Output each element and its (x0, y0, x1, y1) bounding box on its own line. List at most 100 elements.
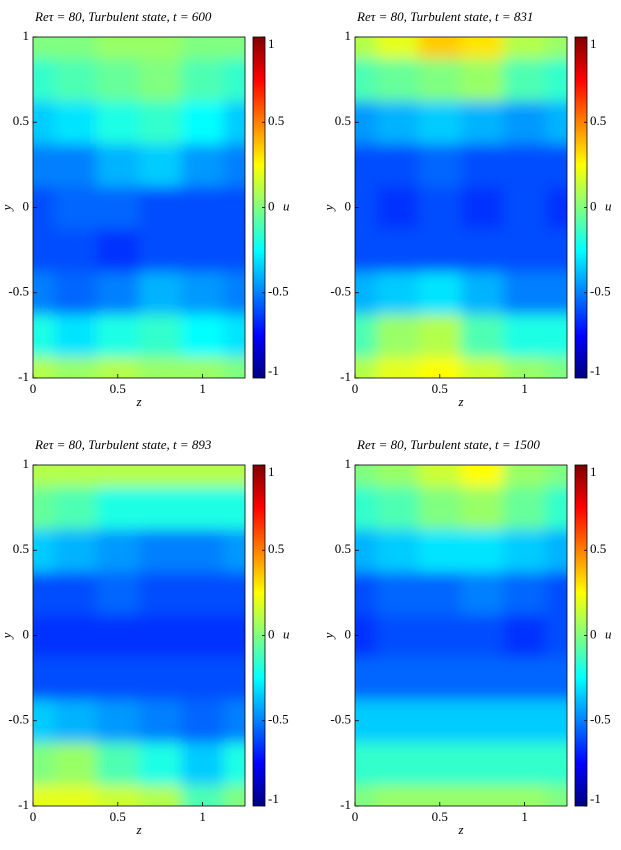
contour-cell (545, 656, 567, 700)
contour-cell (418, 228, 462, 272)
contour-cell (33, 37, 55, 59)
contour-cells (355, 465, 567, 806)
contour-cell (33, 186, 55, 230)
contour-cell (503, 571, 547, 615)
contour-cell (33, 314, 55, 358)
contour-cell (418, 186, 462, 230)
contour-cell (461, 528, 504, 573)
contour-cell (355, 356, 377, 378)
contour-cell (139, 528, 182, 573)
contour-cell (418, 528, 462, 573)
contour-cell (545, 228, 567, 272)
contour-cell (223, 271, 245, 315)
contour-cell (461, 186, 504, 230)
y-tick-label: 0 (23, 198, 30, 213)
contour-cell (96, 656, 140, 700)
contour-cell (503, 100, 547, 145)
contour-cell (223, 742, 245, 786)
contour-cell (96, 486, 140, 530)
contour-cell (139, 656, 182, 700)
contour-cell (545, 784, 567, 806)
colorbar-tick-label: -0.5 (268, 712, 289, 727)
contour-cell (376, 465, 420, 487)
x-tick-label: 0.5 (432, 381, 448, 396)
contour-cells (33, 465, 245, 806)
y-tick-label: -1 (340, 369, 351, 384)
contour-cell (96, 314, 140, 358)
x-tick-label: 1 (199, 809, 206, 824)
contour-cell (33, 742, 55, 786)
contour-cell (223, 465, 245, 487)
contour-cell (545, 143, 567, 187)
panel-title: Reτ = 80, Turbulent state, t = 893 (34, 437, 212, 452)
colorbar-label: u (283, 198, 290, 213)
contour-cell (54, 314, 98, 358)
contour-cell (33, 143, 55, 187)
contour-cell (96, 699, 140, 743)
contour-cell (355, 186, 377, 230)
contour-cell (503, 656, 547, 700)
contour-cell (139, 571, 182, 615)
y-tick-label: 0 (23, 626, 30, 641)
contour-cell (33, 614, 55, 658)
contour-cells (355, 37, 567, 378)
contour-cell (181, 699, 225, 743)
contour-cell (96, 465, 140, 487)
colorbar-tick-label: -1 (268, 363, 279, 378)
y-axis-label: y (321, 204, 336, 212)
contour-cell (139, 186, 182, 230)
colorbar-tick-label: 0 (268, 626, 275, 641)
contour-cell (503, 742, 547, 786)
contour-cell (223, 186, 245, 230)
contour-cell (545, 486, 567, 530)
colorbar-tick-label: -1 (268, 791, 279, 806)
contour-cell (54, 186, 98, 230)
x-tick-label: 0 (30, 381, 37, 396)
contour-cell (418, 356, 462, 378)
contour-cell (461, 742, 504, 786)
colorbar-label: u (283, 626, 290, 641)
contour-cell (355, 699, 377, 743)
contour-cell (181, 486, 225, 530)
contour-cell (54, 143, 98, 187)
contour-cell (33, 571, 55, 615)
y-tick-label: 1 (345, 28, 352, 43)
contour-field (355, 465, 567, 806)
y-tick-label: -1 (18, 797, 29, 812)
contour-cell (545, 271, 567, 315)
contour-cell (461, 614, 504, 658)
contour-cell (461, 784, 504, 806)
contour-cell (461, 486, 504, 530)
colorbar-tick-label: 0.5 (268, 113, 284, 128)
contour-cell (54, 699, 98, 743)
contour-cell (96, 784, 140, 806)
contour-cell (54, 571, 98, 615)
contour-cell (96, 571, 140, 615)
colorbar-tick-label: 1 (590, 36, 597, 51)
panel-title: Reτ = 80, Turbulent state, t = 831 (356, 9, 533, 24)
contour-cell (461, 356, 504, 378)
contour-cell (545, 186, 567, 230)
contour-cell (376, 528, 420, 573)
contour-cell (545, 528, 567, 573)
contour-cell (376, 614, 420, 658)
contour-cell (54, 465, 98, 487)
y-tick-label: -0.5 (8, 712, 29, 727)
colorbar-tick-label: 0 (590, 198, 597, 213)
contour-cell (139, 37, 182, 59)
panel: Reτ = 80, Turbulent state, t = 831 -1 -0.5… (321, 9, 612, 409)
contour-cell (33, 100, 55, 145)
y-tick-label: 1 (23, 28, 30, 43)
contour-cell (355, 486, 377, 530)
contour-cell (33, 656, 55, 700)
contour-cell (545, 699, 567, 743)
contour-cell (33, 699, 55, 743)
contour-cell (461, 314, 504, 358)
contour-cell (418, 271, 462, 315)
contour-cell (54, 228, 98, 272)
contour-cell (139, 58, 182, 102)
contour-cell (54, 656, 98, 700)
contour-cell (503, 271, 547, 315)
contour-cell (181, 100, 225, 145)
contour-cell (181, 465, 225, 487)
